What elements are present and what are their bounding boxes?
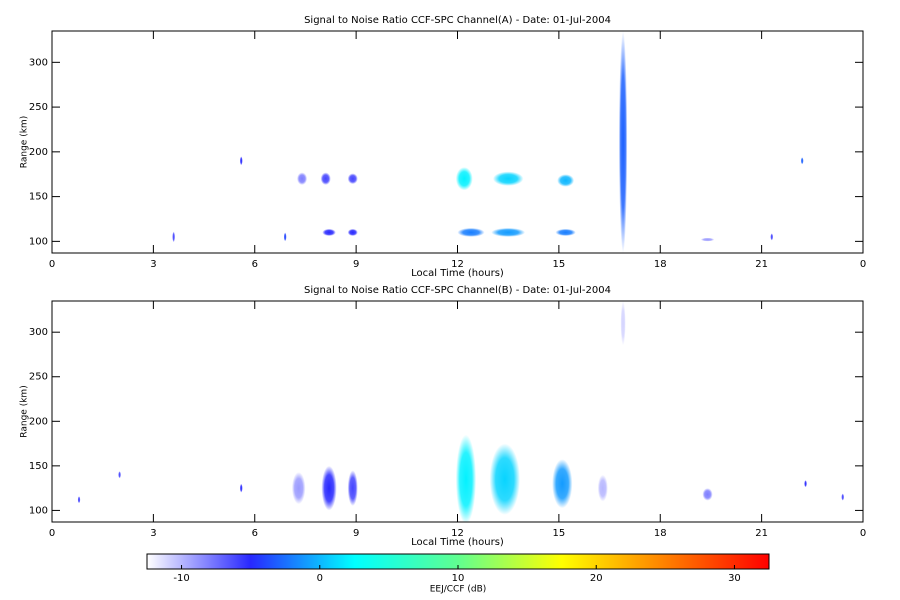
heat-blob	[347, 228, 358, 236]
heat-blob	[597, 474, 608, 502]
heat-blob	[320, 172, 331, 185]
heat-blob	[172, 231, 176, 243]
heat-blob	[322, 228, 336, 236]
x-tick-label: 12	[451, 259, 464, 270]
y-tick-label: 150	[29, 461, 48, 472]
colorbar-tick-label: 0	[317, 573, 323, 584]
y-tick-label: 100	[29, 505, 48, 516]
heat-blob	[321, 465, 337, 511]
heat-blob	[455, 434, 477, 522]
x-tick-label: 15	[553, 528, 566, 539]
heat-blob	[552, 459, 573, 509]
heat-blob	[700, 237, 715, 242]
x-tick-label: 18	[654, 528, 667, 539]
heat-blob	[770, 233, 774, 241]
x-tick-label: 0	[860, 259, 866, 270]
x-tick-label: 9	[353, 528, 359, 539]
heat-blob	[291, 472, 306, 505]
heat-blob	[347, 173, 358, 185]
x-tick-label: 3	[150, 528, 156, 539]
heat-blob	[492, 171, 524, 186]
x-axis-label: Local Time (hours)	[411, 268, 504, 279]
x-tick-label: 21	[755, 528, 768, 539]
y-tick-label: 100	[29, 236, 48, 247]
x-tick-label: 0	[49, 528, 55, 539]
x-tick-label: 0	[49, 259, 55, 270]
colorbar-tick-label: 20	[590, 573, 603, 584]
y-tick-label: 300	[29, 327, 48, 338]
plot-area	[77, 301, 845, 522]
chart-title: Signal to Noise Ratio CCF-SPC Channel(B)…	[304, 285, 611, 296]
heat-blob	[239, 156, 243, 166]
plot-area	[172, 31, 804, 253]
x-axis-label: Local Time (hours)	[411, 537, 504, 548]
heat-blob	[557, 174, 575, 187]
colorbar-tick-label: 30	[728, 573, 741, 584]
heat-blob	[455, 167, 473, 191]
heat-blob	[489, 443, 521, 515]
heat-blob	[800, 157, 804, 165]
y-tick-label: 250	[29, 102, 48, 113]
x-tick-label: 15	[553, 259, 566, 270]
colorbar-tick-label: -10	[173, 573, 189, 584]
x-tick-label: 3	[150, 259, 156, 270]
heat-blob	[491, 227, 526, 237]
x-tick-label: 21	[755, 259, 768, 270]
colorbar-label: EEJ/CCF (dB)	[430, 585, 487, 595]
x-tick-label: 6	[252, 259, 258, 270]
y-axis-label: Range (km)	[20, 116, 30, 168]
heat-blob	[841, 493, 845, 501]
heat-blob	[804, 480, 807, 488]
y-tick-label: 200	[29, 416, 48, 427]
x-tick-label: 12	[451, 528, 464, 539]
y-tick-label: 250	[29, 372, 48, 383]
x-tick-label: 18	[654, 259, 667, 270]
chart-title: Signal to Noise Ratio CCF-SPC Channel(A)…	[304, 15, 611, 26]
y-axis-label: Range (km)	[20, 385, 30, 437]
colorbar-tick-label: 10	[452, 573, 465, 584]
y-tick-label: 200	[29, 147, 48, 158]
y-tick-label: 300	[29, 57, 48, 68]
heat-blob	[618, 31, 628, 253]
y-tick-label: 150	[29, 192, 48, 203]
heat-blob	[283, 232, 287, 242]
heat-blob	[555, 228, 576, 236]
heat-blob	[296, 172, 308, 185]
x-tick-label: 6	[252, 528, 258, 539]
heat-blob	[239, 483, 243, 493]
heat-blob	[118, 471, 121, 479]
heat-blob	[457, 227, 485, 237]
x-tick-label: 0	[860, 528, 866, 539]
heat-blob	[620, 301, 626, 346]
heat-blob	[702, 488, 713, 501]
x-tick-label: 9	[353, 259, 359, 270]
heat-blob	[77, 496, 81, 504]
heat-blob	[347, 470, 358, 506]
plot-frame	[51, 30, 864, 254]
